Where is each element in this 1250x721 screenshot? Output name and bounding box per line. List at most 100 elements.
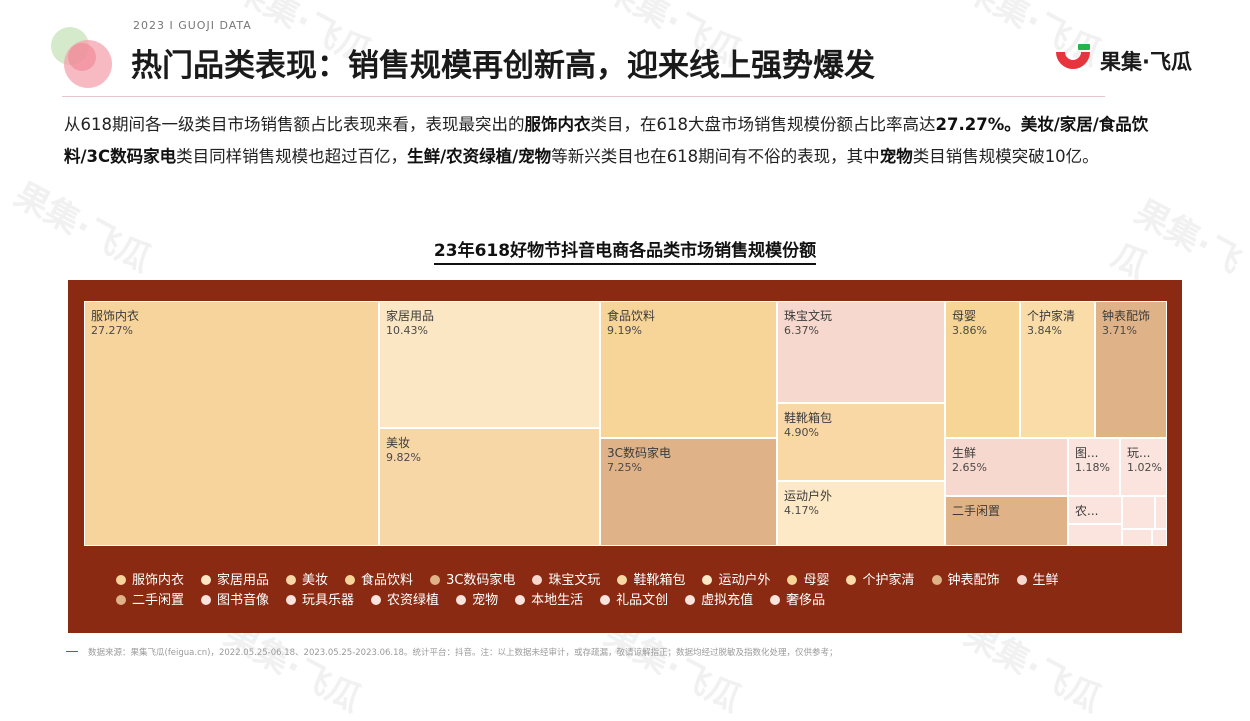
legend-dot-icon (430, 575, 441, 585)
legend-item: 个护家清 (846, 571, 915, 591)
legend-label: 鞋靴箱包 (633, 573, 686, 588)
legend-label: 个护家清 (862, 573, 915, 588)
legend-item: 虚拟充值 (685, 591, 753, 611)
treemap-cell-label: 服饰内衣 (91, 309, 140, 323)
legend-label: 农资绿植 (387, 593, 440, 608)
source-dash-icon (66, 651, 78, 652)
chart-legend: 服饰内衣 家居用品 美妆 食品饮料 3C数码家电 珠宝文玩 鞋靴箱包 运动户外 母婴 个护家清 钟表… (116, 571, 1156, 611)
legend-dot-icon (345, 575, 356, 585)
legend-dot-icon (617, 575, 628, 585)
treemap-cell-label: 美妆 (386, 436, 411, 450)
legend-item: 珠宝文玩 (532, 571, 600, 591)
treemap-cell (1122, 529, 1152, 546)
legend-label: 图书音像 (217, 593, 270, 608)
treemap-cell-label: 家居用品 (386, 309, 435, 323)
treemap-cell: 食品饮料 9.19% (600, 301, 777, 438)
chart-title: 23年618好物节抖音电商各品类市场销售规模份额 (0, 236, 1250, 265)
treemap-cell (1122, 496, 1155, 529)
legend-label: 虚拟充值 (701, 593, 754, 608)
treemap-cell-value: 6.37% (784, 324, 819, 337)
treemap-cell-value: 4.17% (784, 504, 819, 517)
treemap-cell-value: 4.90% (784, 426, 819, 439)
legend-item: 礼品文创 (600, 591, 668, 611)
legend-label: 母婴 (803, 573, 830, 588)
intro-text: 从618期间各一级类目市场销售额占比表现来看，表现最突出的 (64, 115, 525, 134)
treemap-cell-value: 3.71% (1102, 324, 1137, 337)
treemap-cell: 图... 1.18% (1068, 438, 1120, 496)
intro-text: 类目销售规模突破10亿。 (912, 147, 1099, 166)
intro-paragraph: 从618期间各一级类目市场销售额占比表现来看，表现最突出的服饰内衣类目，在618… (64, 109, 1194, 173)
legend-label: 家居用品 (217, 573, 270, 588)
intro-text: 类目同样销售规模也超过百亿， (176, 147, 408, 166)
legend-dot-icon (286, 595, 297, 605)
treemap-cell: 家居用品 10.43% (379, 301, 600, 428)
treemap-cell: 运动户外 4.17% (777, 481, 945, 546)
legend-dot-icon (201, 575, 212, 585)
treemap-cell (1155, 496, 1167, 529)
treemap-cell: 珠宝文玩 6.37% (777, 301, 945, 403)
legend-dot-icon (286, 575, 297, 585)
legend-item: 农资绿植 (371, 591, 439, 611)
treemap-cell-label: 食品饮料 (607, 309, 656, 323)
legend-item: 家居用品 (201, 571, 269, 591)
treemap-cell-label: 珠宝文玩 (784, 309, 833, 323)
report-kicker: 2023 I GUOJI DATA (133, 19, 252, 32)
treemap-cell-value: 9.82% (386, 451, 421, 464)
legend-dot-icon (600, 595, 611, 605)
legend-item: 3C数码家电 (430, 571, 515, 591)
treemap: 服饰内衣 27.27% 家居用品 10.43% 美妆 9.82% 食品饮料 9.19% 3C数码… (84, 301, 1167, 546)
treemap-cell: 3C数码家电 7.25% (600, 438, 777, 546)
treemap-cell-label: 3C数码家电 (607, 446, 672, 460)
treemap-cell-label: 图... (1075, 446, 1099, 460)
legend-item: 生鲜 (1016, 571, 1059, 591)
legend-label: 运动户外 (718, 573, 771, 588)
watermark: 果集·飞瓜 (7, 174, 158, 281)
legend-label: 3C数码家电 (446, 573, 516, 588)
treemap-cell: 农... (1068, 496, 1122, 524)
legend-dot-icon (371, 595, 382, 605)
legend-item: 二手闲置 (116, 591, 184, 611)
intro-highlight: 服饰内衣 (524, 115, 591, 134)
legend-dot-icon (116, 575, 126, 585)
treemap-cell-value: 3.86% (952, 324, 987, 337)
intro-highlight: 生鲜/农资绿植/宠物 (407, 147, 552, 166)
intro-text: 等新兴类目也在618期间有不俗的表现，其中 (551, 147, 880, 166)
legend-label: 宠物 (472, 593, 499, 608)
brand-logo: 果集·飞瓜 (1052, 44, 1192, 78)
treemap-cell-value: 9.19% (607, 324, 642, 337)
intro-highlight: 27.27%。美妆/家居/食品饮料/3C数码家电 (64, 115, 1149, 166)
treemap-cell-value: 27.27% (91, 324, 133, 337)
treemap-cell-label: 农... (1075, 504, 1099, 518)
legend-label: 本地生活 (531, 593, 584, 608)
legend-dot-icon (116, 595, 126, 605)
treemap-cell-label: 个护家清 (1027, 309, 1076, 323)
intro-highlight: 宠物 (879, 147, 913, 166)
legend-item: 母婴 (787, 571, 829, 591)
treemap-cell: 鞋靴箱包 4.90% (777, 403, 945, 481)
treemap-cell-value: 7.25% (607, 461, 642, 474)
legend-item: 玩具乐器 (286, 591, 354, 611)
page-title: 热门品类表现：销售规模再创新高，迎来线上强势爆发 (131, 48, 875, 84)
legend-dot-icon (201, 595, 212, 605)
legend-dot-icon (515, 595, 526, 605)
treemap-cell-value: 1.02% (1127, 461, 1162, 474)
legend-item: 图书音像 (201, 591, 269, 611)
legend-label: 礼品文创 (616, 593, 669, 608)
legend-dot-icon (532, 575, 543, 585)
legend-item: 鞋靴箱包 (617, 571, 685, 591)
treemap-cell-label: 鞋靴箱包 (784, 411, 833, 425)
treemap-cell (1068, 524, 1122, 546)
logo-text: 果集·飞瓜 (1100, 50, 1192, 74)
treemap-cell: 生鲜 2.65% (945, 438, 1068, 496)
legend-dot-icon (1016, 575, 1027, 585)
legend-item: 食品饮料 (345, 571, 413, 591)
legend-label: 奢侈品 (786, 593, 826, 608)
legend-item: 美妆 (286, 571, 328, 591)
legend-label: 玩具乐器 (302, 593, 355, 608)
legend-item: 运动户外 (702, 571, 770, 591)
treemap-cell (1152, 529, 1167, 546)
legend-dot-icon (787, 575, 798, 585)
legend-item: 奢侈品 (770, 591, 825, 611)
treemap-cell-label: 母婴 (952, 309, 977, 323)
decor-circles-icon (51, 27, 112, 88)
